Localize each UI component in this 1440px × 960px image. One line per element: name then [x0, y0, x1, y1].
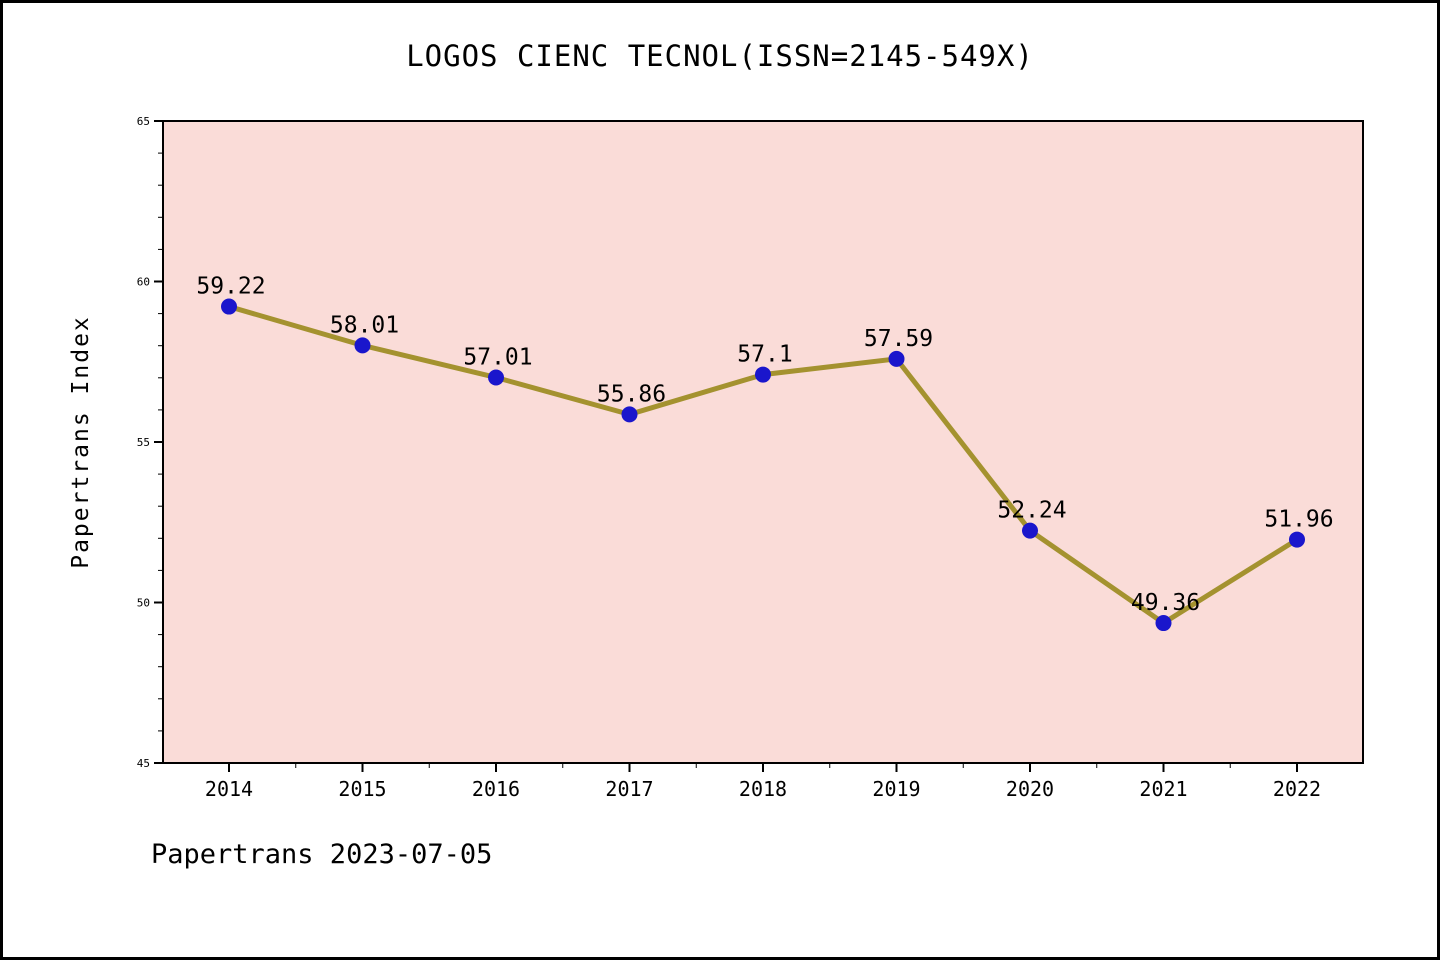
data-point [488, 369, 504, 386]
data-point [1155, 615, 1172, 632]
x-tick-label: 2015 [338, 777, 386, 801]
x-tick-label: 2017 [605, 777, 653, 801]
data-point-label: 57.1 [737, 342, 792, 368]
x-tick-label: 2022 [1273, 777, 1321, 801]
data-point [888, 350, 905, 367]
data-point-label: 49.36 [1131, 590, 1200, 616]
line-chart: 45 50 55 60 65 2014 2015 2016 2017 2018 2019 2020 20… [137, 115, 1364, 801]
x-tick-label: 2021 [1139, 777, 1187, 801]
x-tick-label: 2014 [205, 777, 253, 801]
plot-area [162, 120, 1364, 764]
data-point-label: 51.96 [1264, 507, 1333, 533]
chart-title: LOGOS CIENC TECNOL(ISSN=2145-549X) [406, 39, 1034, 73]
x-tick-label: 2016 [472, 777, 520, 801]
data-point [221, 298, 237, 315]
data-point [755, 366, 771, 383]
data-point-label: 59.22 [196, 274, 265, 300]
y-tick-label: 60 [137, 276, 150, 289]
data-point-label: 52.24 [997, 498, 1066, 524]
y-tick-label: 50 [137, 597, 150, 610]
x-tick-label: 2020 [1006, 777, 1054, 801]
data-point-label: 57.59 [864, 326, 933, 352]
data-point [1022, 522, 1038, 539]
data-point-label: 55.86 [597, 381, 666, 407]
x-tick-label: 2019 [872, 777, 920, 801]
y-tick-label: 65 [137, 115, 150, 128]
data-point [1289, 531, 1305, 548]
data-point [621, 406, 638, 423]
y-tick-label: 55 [137, 436, 150, 449]
data-point-label: 58.01 [330, 312, 399, 338]
data-point [354, 337, 371, 354]
data-point-label: 57.01 [463, 344, 532, 370]
x-tick-label: 2018 [739, 777, 787, 801]
y-tick-label: 45 [137, 757, 150, 770]
watermark-text: Papertrans 2023-07-05 [151, 839, 493, 870]
